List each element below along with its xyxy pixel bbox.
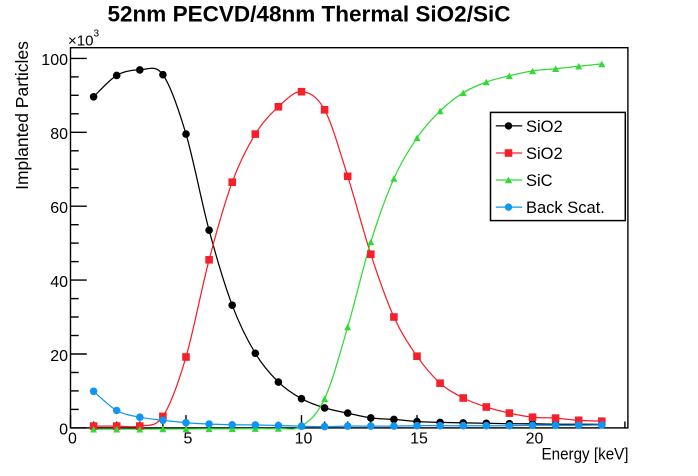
- svg-text:40: 40: [50, 274, 68, 291]
- svg-text:5: 5: [184, 431, 193, 448]
- svg-text:15: 15: [410, 431, 428, 448]
- svg-text:×103: ×103: [68, 29, 99, 50]
- svg-text:20: 20: [50, 348, 68, 365]
- svg-text:80: 80: [50, 126, 68, 143]
- svg-text:SiC: SiC: [526, 172, 553, 190]
- svg-text:52nm PECVD/48nm Thermal SiO2/S: 52nm PECVD/48nm Thermal SiO2/SiC: [108, 2, 511, 27]
- svg-text:Implanted Particles: Implanted Particles: [12, 41, 32, 190]
- svg-text:0: 0: [68, 431, 77, 448]
- svg-text:Back Scat.: Back Scat.: [526, 199, 605, 217]
- svg-text:20: 20: [526, 431, 544, 448]
- svg-text:0: 0: [59, 422, 68, 439]
- svg-text:100: 100: [41, 52, 68, 69]
- svg-text:10: 10: [295, 431, 313, 448]
- svg-text:SiO2: SiO2: [526, 118, 563, 136]
- svg-text:SiO2: SiO2: [526, 145, 563, 163]
- svg-text:Energy [keV]: Energy [keV]: [542, 445, 629, 464]
- svg-text:60: 60: [50, 200, 68, 217]
